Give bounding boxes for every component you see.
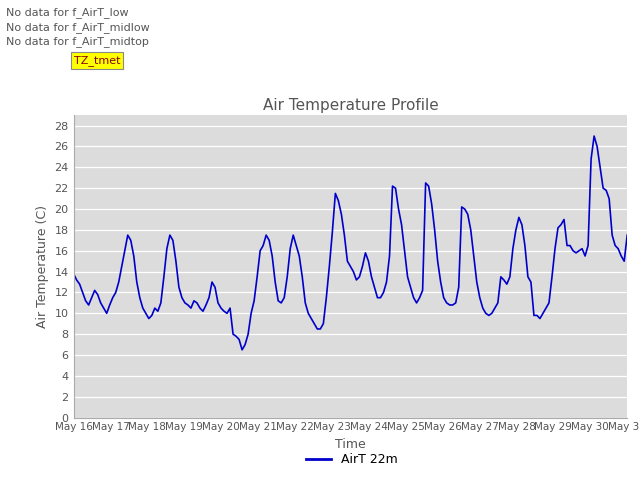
Text: No data for f_AirT_midlow: No data for f_AirT_midlow bbox=[6, 22, 150, 33]
Title: Air Temperature Profile: Air Temperature Profile bbox=[262, 97, 438, 113]
Legend: AirT 22m: AirT 22m bbox=[301, 448, 403, 471]
X-axis label: Time: Time bbox=[335, 438, 366, 451]
Text: No data for f_AirT_midtop: No data for f_AirT_midtop bbox=[6, 36, 149, 47]
Text: TZ_tmet: TZ_tmet bbox=[74, 55, 120, 66]
Text: No data for f_AirT_low: No data for f_AirT_low bbox=[6, 7, 129, 18]
Y-axis label: Air Temperature (C): Air Temperature (C) bbox=[36, 205, 49, 328]
